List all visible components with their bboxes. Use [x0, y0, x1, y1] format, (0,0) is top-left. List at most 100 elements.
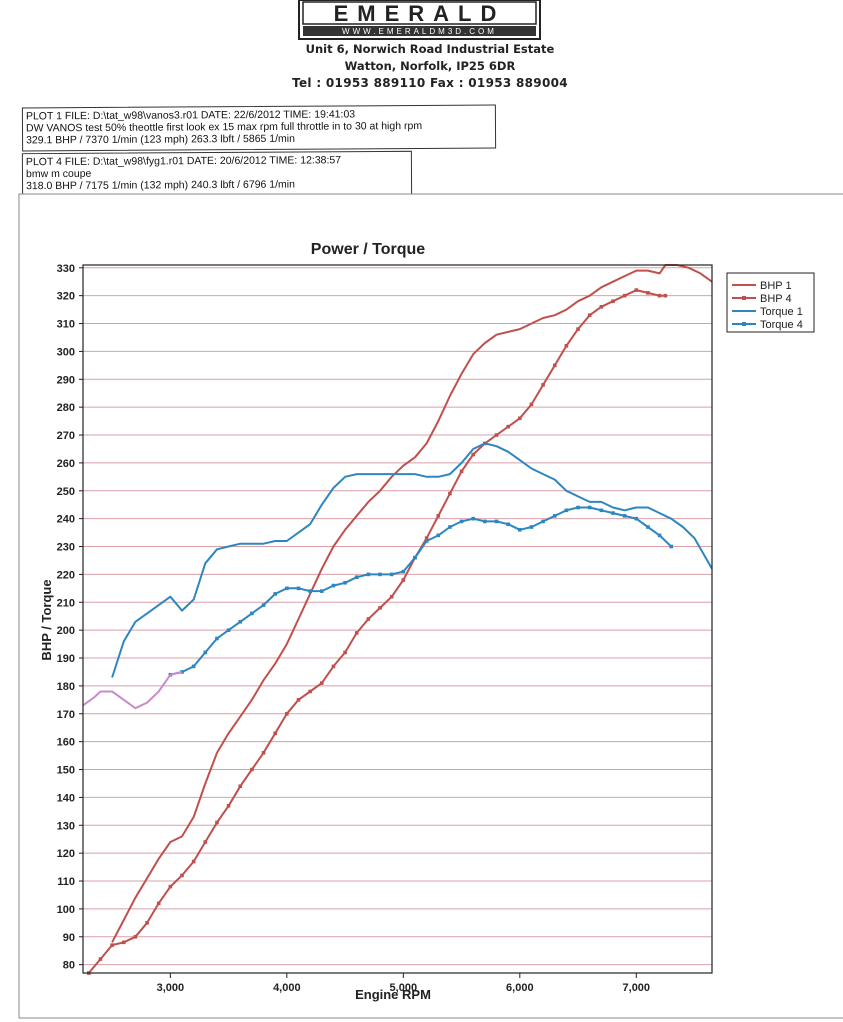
plot1-info-box: PLOT 1 FILE: D:\tat_w98\vanos3.r01 DATE:…	[21, 104, 497, 152]
data-point-bhp-4	[564, 344, 569, 348]
y-tick-label: 140	[57, 792, 75, 804]
data-point-bhp-4	[331, 664, 336, 669]
data-point-torque-4	[634, 516, 639, 521]
data-point-torque-4	[273, 592, 277, 596]
data-point-bhp-4	[226, 803, 231, 808]
series-line-bhp-1	[111, 264, 713, 943]
data-point-bhp-4	[145, 921, 149, 925]
data-point-torque-4	[669, 544, 674, 549]
data-point-torque-4	[657, 533, 662, 538]
data-point-bhp-4	[471, 452, 476, 457]
legend-label: Torque 4	[760, 319, 803, 331]
data-point-bhp-4	[389, 594, 394, 599]
data-point-bhp-4	[215, 820, 219, 825]
legend-marker	[742, 296, 746, 300]
data-point-bhp-4	[343, 650, 347, 655]
data-point-torque-4	[226, 628, 231, 632]
phone-fax-line: Tel : 01953 889110 Fax : 01953 889004	[292, 76, 568, 90]
data-point-torque-4	[389, 572, 394, 577]
data-point-torque-4	[215, 636, 219, 641]
legend-marker	[742, 322, 746, 326]
y-tick-label: 250	[57, 486, 75, 498]
series-line-torque-4	[170, 506, 672, 676]
data-point-torque-4	[285, 586, 289, 591]
data-point-bhp-4	[308, 689, 312, 694]
data-point-bhp-4	[319, 681, 324, 685]
data-point-torque-4	[343, 580, 347, 585]
legend-label: BHP 4	[760, 293, 792, 305]
address-line-2: Watton, Norfolk, IP25 6DR	[344, 59, 516, 73]
data-point-bhp-4	[657, 293, 662, 298]
data-point-bhp-4	[98, 957, 103, 961]
y-tick-label: 130	[57, 820, 75, 832]
data-point-bhp-4	[354, 631, 359, 635]
x-tick-label: 6,000	[506, 982, 534, 994]
data-point-torque-4	[261, 603, 266, 607]
y-tick-label: 220	[57, 569, 75, 581]
data-point-torque-4	[529, 525, 534, 529]
chart-frame	[18, 193, 843, 1019]
data-point-bhp-4	[180, 873, 184, 878]
data-point-bhp-4	[506, 424, 510, 429]
data-point-bhp-4	[401, 578, 406, 582]
data-point-bhp-4	[448, 491, 452, 496]
data-point-bhp-4	[250, 767, 254, 772]
data-point-bhp-4	[518, 416, 522, 421]
data-point-torque-4	[459, 519, 464, 524]
legend-box	[726, 272, 815, 333]
y-tick-label: 330	[57, 263, 75, 275]
data-point-torque-4	[541, 519, 545, 524]
y-tick-label: 200	[57, 625, 75, 637]
data-point-bhp-4	[168, 884, 173, 889]
y-tick-label: 310	[57, 319, 75, 331]
data-point-bhp-4	[121, 940, 126, 945]
legend-label: Torque 1	[760, 306, 803, 318]
data-point-torque-4	[413, 555, 417, 560]
data-point-torque-4	[587, 505, 592, 510]
y-tick-label: 120	[57, 848, 75, 860]
plot4-peak-values: 318.0 BHP / 7175 1/min (132 mph) 240.3 l…	[26, 178, 295, 193]
y-tick-label: 210	[57, 597, 75, 609]
plot-area	[82, 264, 713, 974]
data-point-torque-4	[448, 525, 452, 529]
y-tick-label: 110	[57, 876, 75, 888]
data-point-bhp-4	[599, 305, 604, 309]
series-line-torque-4-low-rpm	[82, 671, 183, 710]
y-tick-label: 300	[57, 346, 75, 358]
x-tick-label: 4,000	[273, 982, 301, 994]
y-tick-label: 240	[57, 514, 75, 526]
y-tick-label: 170	[57, 709, 75, 721]
data-point-bhp-4	[552, 363, 557, 368]
data-point-torque-4	[191, 664, 196, 669]
data-point-torque-4	[436, 533, 441, 538]
address-line-1: Unit 6, Norwich Road Industrial Estate	[305, 42, 555, 56]
data-point-bhp-4	[285, 711, 289, 716]
legend-label: BHP 1	[760, 280, 792, 292]
x-tick-label: 5,000	[390, 982, 418, 994]
x-tick-label: 3,000	[157, 982, 185, 994]
y-tick-label: 270	[57, 430, 75, 442]
data-point-torque-4	[424, 539, 429, 543]
y-tick-label: 230	[57, 542, 75, 554]
y-axis-ticks: 80 90 100 110 120 130 140 150 160 170 180 190 200 210…	[57, 263, 83, 972]
brand-name: EMERALD	[334, 1, 506, 26]
y-tick-label: 260	[57, 458, 75, 470]
data-point-torque-4	[378, 572, 382, 577]
y-tick-label: 190	[57, 653, 75, 665]
y-axis-label: BHP / Torque	[39, 579, 54, 660]
data-point-bhp-4	[378, 606, 382, 610]
y-tick-label: 100	[57, 904, 75, 916]
data-point-bhp-4	[663, 293, 668, 298]
data-point-bhp-4	[296, 698, 301, 702]
y-tick-label: 160	[57, 737, 75, 749]
data-point-torque-4	[238, 619, 243, 624]
data-point-bhp-4	[424, 536, 429, 540]
data-point-bhp-4	[261, 750, 266, 755]
data-point-torque-4	[203, 650, 208, 655]
data-point-torque-4	[552, 514, 557, 518]
data-point-torque-4	[611, 511, 615, 515]
data-point-torque-4	[646, 525, 650, 529]
brand-website: WWW.EMERALDM3D.COM	[342, 27, 497, 36]
data-point-torque-4	[576, 505, 580, 510]
